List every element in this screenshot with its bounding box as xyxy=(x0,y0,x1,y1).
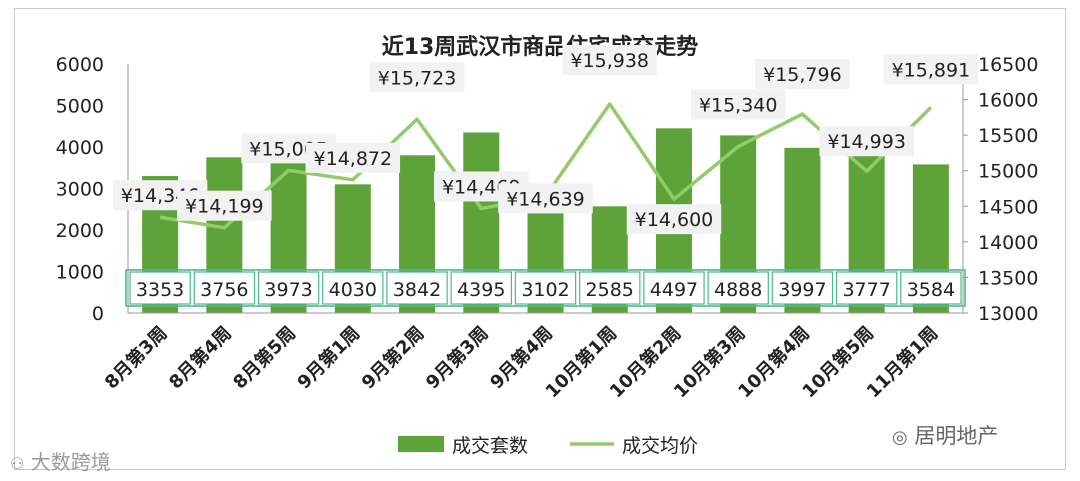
data-table-value-2: 3756 xyxy=(200,279,248,301)
watermark-left-text: 大数跨境 xyxy=(30,450,111,474)
price-label-bg-8 xyxy=(562,44,657,75)
y-right-tick-4: 15000 xyxy=(978,161,1038,183)
data-table-cell-8 xyxy=(579,271,641,305)
chart-frame xyxy=(14,8,1066,470)
legend: 成交套数 成交均价 xyxy=(398,435,698,457)
data-table-value-10: 4888 xyxy=(714,279,762,301)
x-tick-1: 8月第3周 xyxy=(100,322,171,393)
legend-bar-label: 成交套数 xyxy=(452,435,528,457)
y-left-tick-0: 0 xyxy=(92,303,104,325)
price-label-bg-10 xyxy=(690,89,786,120)
x-tick-5: 9月第2周 xyxy=(357,322,428,393)
wechat-icon: ◎ xyxy=(892,427,908,448)
data-table-cell-10 xyxy=(707,271,769,305)
data-table-border xyxy=(125,269,966,307)
y-right-tick-6: 16000 xyxy=(978,90,1038,112)
data-table-value-13: 3584 xyxy=(907,279,955,301)
data-table-layer: 3353 3756 3973 4030 3842 4395 3102 2585 4497 4888… xyxy=(125,269,966,307)
price-label-bg-12 xyxy=(819,126,914,157)
data-table-cell-6 xyxy=(450,271,512,305)
price-label-13: ¥15,891 xyxy=(892,59,971,81)
x-tick-3: 8月第5周 xyxy=(229,322,300,393)
data-table-cell-1 xyxy=(129,271,191,305)
data-table-value-5: 3842 xyxy=(393,279,441,301)
y-right-tick-3: 14500 xyxy=(978,196,1038,218)
watermark-bottom-left: ⚇ 大数跨境 xyxy=(10,446,111,475)
price-label-bg-2 xyxy=(177,190,272,221)
y-left-tick-1: 1000 xyxy=(56,262,104,284)
data-table-cell-11 xyxy=(771,271,834,305)
price-label-5: ¥15,723 xyxy=(378,67,457,89)
price-label-bg-7 xyxy=(498,183,593,214)
data-table-value-9: 4497 xyxy=(650,279,698,301)
data-table-value-1: 3353 xyxy=(136,279,184,301)
price-label-4: ¥14,872 xyxy=(314,148,393,170)
watermark-bottom-right: ◎ 居明地产 xyxy=(892,420,998,450)
data-table-cell-7 xyxy=(514,271,577,305)
price-label-2: ¥14,199 xyxy=(185,196,264,218)
price-label-8: ¥15,938 xyxy=(570,50,649,72)
data-table-cell-5 xyxy=(386,271,448,305)
y-left-tick-6: 6000 xyxy=(56,54,104,76)
price-label-12: ¥14,993 xyxy=(827,131,906,153)
y-left-tick-4: 4000 xyxy=(56,137,104,159)
price-label-9: ¥14,600 xyxy=(635,209,714,231)
data-table-value-11: 3997 xyxy=(778,279,826,301)
weibo-icon: ⚇ xyxy=(10,454,25,473)
price-label-bg-13 xyxy=(883,54,979,85)
price-label-bg-4 xyxy=(305,142,401,173)
y-right-tick-2: 14000 xyxy=(978,232,1038,254)
legend-line-label: 成交均价 xyxy=(622,435,698,457)
data-table-cell-13 xyxy=(900,271,962,305)
y-right-tick-7: 16500 xyxy=(978,54,1038,76)
y-right-tick-0: 13000 xyxy=(978,303,1038,325)
price-label-10: ¥15,340 xyxy=(699,95,778,117)
data-table-cell-9 xyxy=(643,271,705,305)
price-label-bg-11 xyxy=(755,59,850,90)
y-right-tick-1: 13500 xyxy=(978,267,1038,289)
y-left-tick-5: 5000 xyxy=(56,96,104,118)
y-right-tick-5: 15500 xyxy=(978,125,1038,147)
x-tick-4: 9月第1周 xyxy=(293,322,364,393)
x-tick-6: 9月第3周 xyxy=(421,322,492,393)
watermark-right-text: 居明地产 xyxy=(914,424,999,448)
data-table-value-12: 3777 xyxy=(842,279,890,301)
price-label-bg-5 xyxy=(369,62,465,93)
data-table-value-8: 2585 xyxy=(586,279,634,301)
data-table-value-4: 4030 xyxy=(329,279,377,301)
price-label-11: ¥15,796 xyxy=(763,64,842,86)
price-label-7: ¥14,639 xyxy=(506,188,585,210)
price-label-bg-9 xyxy=(626,204,722,235)
data-table-value-3: 3973 xyxy=(264,279,312,301)
data-table-cell-12 xyxy=(835,271,898,305)
data-table-cell-3 xyxy=(257,271,320,305)
x-tick-2: 8月第4周 xyxy=(164,322,235,393)
data-table-cell-4 xyxy=(322,271,384,305)
y-left-tick-3: 3000 xyxy=(56,179,104,201)
data-table-value-6: 4395 xyxy=(457,279,505,301)
data-table-value-7: 3102 xyxy=(521,279,569,301)
price-labels-layer: ¥14,346¥14,199¥15,005¥14,872¥15,723¥14,4… xyxy=(112,44,979,235)
y-left-tick-2: 2000 xyxy=(56,220,104,242)
data-table-cell-2 xyxy=(193,271,256,305)
legend-bar-swatch xyxy=(398,436,444,452)
